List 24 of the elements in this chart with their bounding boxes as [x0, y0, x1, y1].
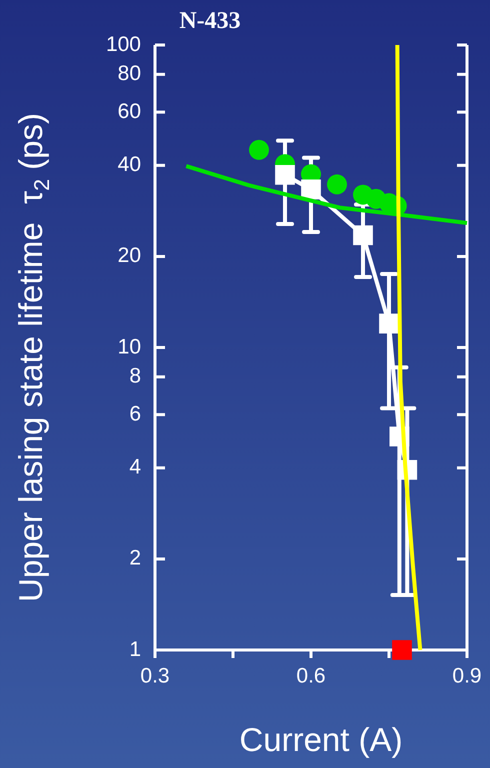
- point: [392, 640, 412, 660]
- point: [379, 314, 399, 334]
- y-tick-label: 100: [106, 32, 141, 56]
- y-tick-label: 60: [118, 100, 141, 123]
- y-tick-label: 80: [118, 62, 141, 86]
- y-tick-label: 1: [129, 638, 141, 661]
- point: [249, 140, 269, 160]
- point: [353, 225, 373, 246]
- x-axis-title: Current (A): [239, 721, 403, 758]
- x-tick-label: 0.6: [296, 664, 326, 688]
- y-tick-label: 20: [118, 244, 141, 268]
- y-axis-title: Upper lasing state lifetime τ2 (ps): [12, 113, 54, 602]
- y-tick-label: 40: [118, 153, 141, 176]
- y-tick-label: 4: [129, 456, 142, 479]
- y-tick-label: 10: [118, 335, 141, 358]
- y-tick-label: 8: [129, 364, 141, 388]
- chart-title: N-433: [179, 8, 241, 34]
- point: [301, 180, 321, 200]
- point: [327, 174, 347, 194]
- x-tick-label: 0.9: [452, 664, 482, 688]
- x-tick-label: 0.3: [140, 664, 170, 688]
- y-tick-label: 2: [129, 546, 141, 570]
- point: [275, 165, 295, 185]
- y-tick-label: 6: [129, 402, 141, 426]
